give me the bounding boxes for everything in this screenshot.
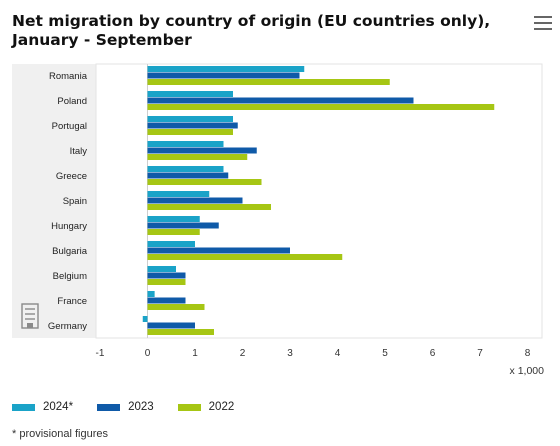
legend: 2024* 2023 2022 [12,401,258,413]
legend-label-2022: 2022 [208,401,235,413]
x-tick-label: 2 [240,348,246,359]
legend-swatch-2022 [177,403,201,411]
category-label: Portugal [52,121,87,132]
bar-spain-2024[interactable] [147,191,210,197]
x-tick-label: -1 [96,348,105,359]
bar-italy-2024[interactable] [147,141,224,147]
legend-swatch-2024 [12,403,35,411]
category-label: Germany [48,321,87,332]
category-label: Hungary [51,221,87,232]
category-label: Italy [70,146,88,157]
category-label: Belgium [53,271,87,282]
bar-bulgaria-2022[interactable] [147,254,343,260]
x-tick-label: 4 [335,348,341,359]
bar-romania-2024[interactable] [147,66,305,72]
bar-poland-2024[interactable] [147,91,234,97]
bar-portugal-2023[interactable] [147,122,238,129]
category-label: Bulgaria [52,246,88,257]
legend-item-2023[interactable]: 2023 [97,401,154,413]
legend-item-2024[interactable]: 2024* [12,401,73,413]
bar-hungary-2024[interactable] [147,216,200,222]
x-tick-label: 5 [382,348,388,359]
category-label: France [57,296,87,307]
legend-item-2022[interactable]: 2022 [177,401,235,413]
bar-poland-2023[interactable] [147,97,414,104]
bar-germany-2024[interactable] [142,316,148,322]
bar-portugal-2022[interactable] [147,129,234,135]
bar-poland-2022[interactable] [147,104,495,110]
bar-germany-2023[interactable] [147,322,196,329]
x-tick-label: 0 [145,348,151,359]
x-tick-label: 7 [477,348,483,359]
bar-bulgaria-2024[interactable] [147,241,196,247]
x-tick-label: 8 [525,348,531,359]
bar-italy-2022[interactable] [147,154,248,160]
bar-spain-2023[interactable] [147,197,243,204]
category-label: Greece [56,171,87,182]
x-tick-label: 1 [192,348,198,359]
x-tick-label: 6 [430,348,436,359]
chart-title: Net migration by country of origin (EU c… [12,12,491,49]
legend-swatch-2023 [97,403,121,411]
bar-hungary-2023[interactable] [147,222,219,229]
bar-germany-2022[interactable] [147,329,215,335]
bar-bulgaria-2023[interactable] [147,247,291,254]
bar-spain-2022[interactable] [147,204,272,210]
category-label: Spain [63,196,87,207]
bar-greece-2022[interactable] [147,179,262,185]
bar-belgium-2023[interactable] [147,272,186,279]
category-label: Romania [49,71,88,82]
bar-belgium-2024[interactable] [147,266,177,272]
bar-france-2024[interactable] [147,291,155,297]
category-label: Poland [57,96,87,107]
bar-italy-2023[interactable] [147,147,257,154]
bar-france-2022[interactable] [147,304,205,310]
legend-label-2024: 2024* [43,401,74,413]
building-icon [21,303,39,329]
category-label-panel [12,64,96,338]
hamburger-menu-icon[interactable] [534,16,552,32]
bar-romania-2022[interactable] [147,79,390,85]
x-tick-label: 3 [287,348,293,359]
legend-label-2023: 2023 [128,401,154,413]
bar-belgium-2022[interactable] [147,279,186,285]
footnote: * provisional figures [12,428,108,440]
bar-hungary-2022[interactable] [147,229,200,235]
x-axis-unit: x 1,000 [510,365,545,377]
bar-portugal-2024[interactable] [147,116,234,122]
bar-france-2023[interactable] [147,297,186,304]
bar-greece-2023[interactable] [147,172,229,179]
bar-romania-2023[interactable] [147,72,300,79]
bar-greece-2024[interactable] [147,166,224,172]
